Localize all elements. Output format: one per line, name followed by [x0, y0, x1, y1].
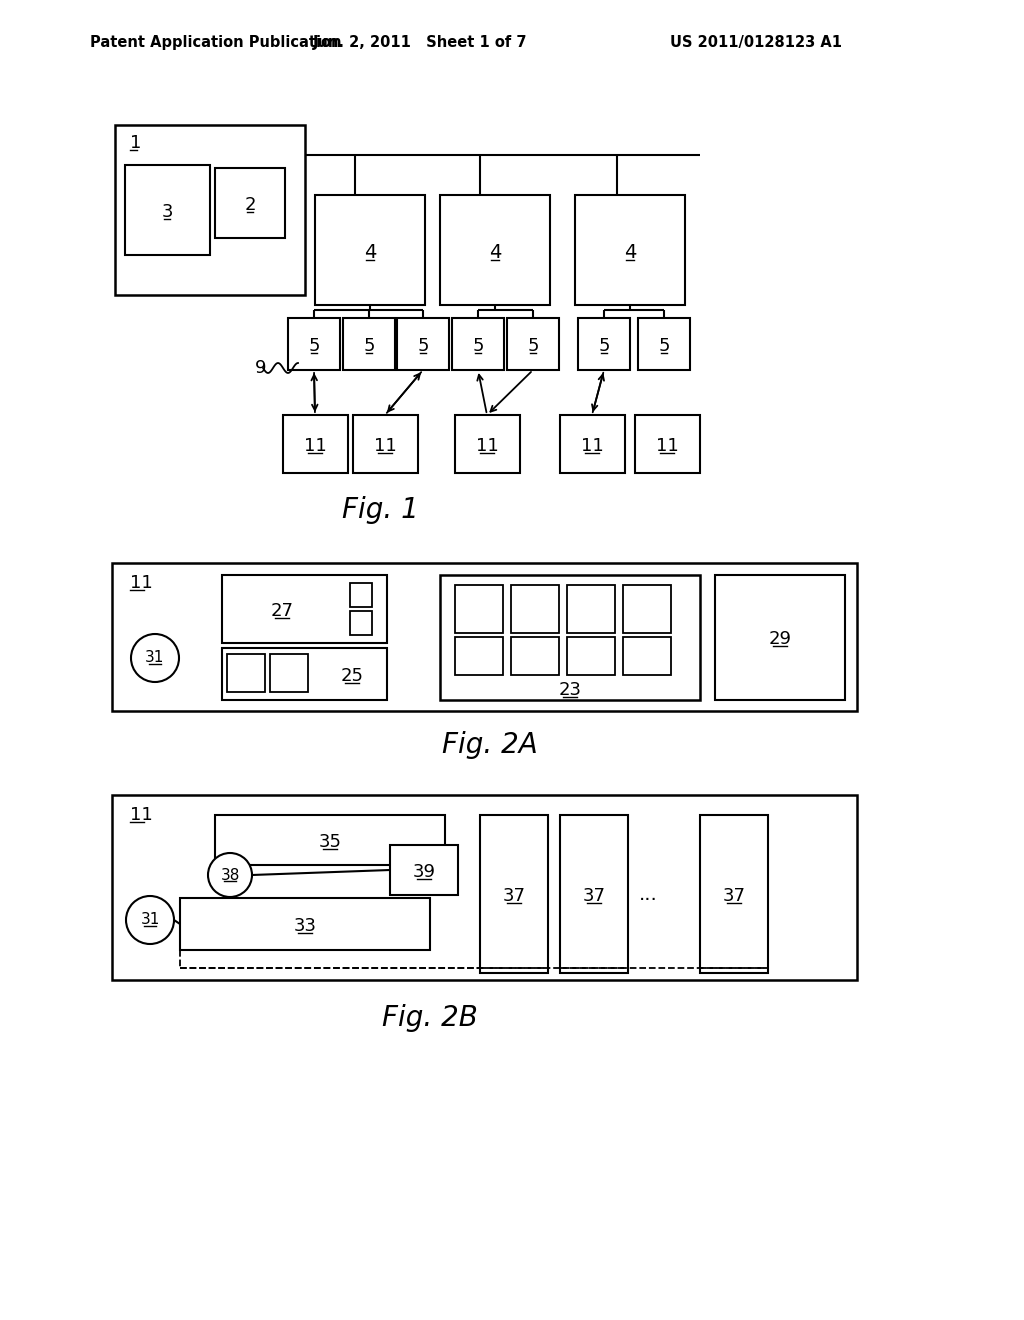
Text: 9: 9 — [255, 359, 266, 378]
Circle shape — [208, 853, 252, 898]
Text: ...: ... — [639, 886, 657, 904]
Polygon shape — [125, 165, 210, 255]
Text: 1: 1 — [130, 135, 141, 152]
Polygon shape — [455, 585, 503, 634]
Text: 4: 4 — [364, 243, 376, 261]
Text: 4: 4 — [488, 243, 501, 261]
Text: 37: 37 — [723, 887, 745, 906]
Polygon shape — [575, 195, 685, 305]
Text: 31: 31 — [145, 651, 165, 665]
Text: 37: 37 — [503, 887, 525, 906]
Text: 11: 11 — [655, 437, 678, 455]
Text: 5: 5 — [598, 337, 609, 355]
Text: 5: 5 — [527, 337, 539, 355]
Polygon shape — [578, 318, 630, 370]
Text: 11: 11 — [304, 437, 327, 455]
Text: Fig. 2B: Fig. 2B — [382, 1005, 478, 1032]
Circle shape — [126, 896, 174, 944]
Text: 11: 11 — [581, 437, 603, 455]
Polygon shape — [283, 414, 348, 473]
Polygon shape — [440, 576, 700, 700]
Polygon shape — [511, 585, 559, 634]
Text: 29: 29 — [768, 630, 792, 648]
Polygon shape — [350, 583, 372, 607]
Text: Jun. 2, 2011   Sheet 1 of 7: Jun. 2, 2011 Sheet 1 of 7 — [312, 34, 527, 49]
Polygon shape — [288, 318, 340, 370]
Text: 31: 31 — [140, 912, 160, 928]
Polygon shape — [715, 576, 845, 700]
Polygon shape — [638, 318, 690, 370]
Text: US 2011/0128123 A1: US 2011/0128123 A1 — [670, 34, 842, 49]
Text: 3: 3 — [161, 203, 173, 220]
Polygon shape — [560, 814, 628, 973]
Text: 11: 11 — [130, 574, 153, 591]
Text: 33: 33 — [294, 917, 316, 935]
Polygon shape — [511, 638, 559, 675]
Text: 37: 37 — [583, 887, 605, 906]
Text: 11: 11 — [374, 437, 396, 455]
Polygon shape — [507, 318, 559, 370]
Text: 11: 11 — [130, 807, 153, 824]
Polygon shape — [270, 653, 308, 692]
Polygon shape — [222, 648, 387, 700]
Text: Patent Application Publication: Patent Application Publication — [90, 34, 341, 49]
Polygon shape — [215, 814, 445, 865]
Polygon shape — [480, 814, 548, 973]
Polygon shape — [315, 195, 425, 305]
Polygon shape — [700, 814, 768, 973]
Text: 25: 25 — [341, 667, 364, 685]
Text: 11: 11 — [475, 437, 499, 455]
Polygon shape — [567, 585, 615, 634]
Text: 38: 38 — [220, 867, 240, 883]
Polygon shape — [353, 414, 418, 473]
Text: 5: 5 — [364, 337, 375, 355]
Circle shape — [131, 634, 179, 682]
Text: 27: 27 — [270, 602, 294, 620]
Polygon shape — [227, 653, 265, 692]
Polygon shape — [222, 576, 387, 643]
Text: 2: 2 — [245, 195, 256, 214]
Text: 35: 35 — [318, 833, 341, 851]
Text: 5: 5 — [308, 337, 319, 355]
Polygon shape — [623, 585, 671, 634]
Text: Fig. 1: Fig. 1 — [342, 496, 419, 524]
Text: 23: 23 — [558, 681, 582, 700]
Polygon shape — [455, 638, 503, 675]
Polygon shape — [115, 125, 305, 294]
Text: 5: 5 — [472, 337, 483, 355]
Text: 39: 39 — [413, 863, 435, 880]
Polygon shape — [390, 845, 458, 895]
Polygon shape — [635, 414, 700, 473]
Polygon shape — [452, 318, 504, 370]
Text: Fig. 2A: Fig. 2A — [442, 731, 538, 759]
Polygon shape — [350, 611, 372, 635]
Polygon shape — [455, 414, 520, 473]
Polygon shape — [440, 195, 550, 305]
Polygon shape — [397, 318, 449, 370]
Text: 4: 4 — [624, 243, 636, 261]
Polygon shape — [215, 168, 285, 238]
Polygon shape — [567, 638, 615, 675]
Polygon shape — [623, 638, 671, 675]
Text: 5: 5 — [417, 337, 429, 355]
Polygon shape — [180, 898, 430, 950]
Polygon shape — [343, 318, 395, 370]
Polygon shape — [112, 564, 857, 711]
Polygon shape — [112, 795, 857, 979]
Polygon shape — [560, 414, 625, 473]
Text: 5: 5 — [658, 337, 670, 355]
